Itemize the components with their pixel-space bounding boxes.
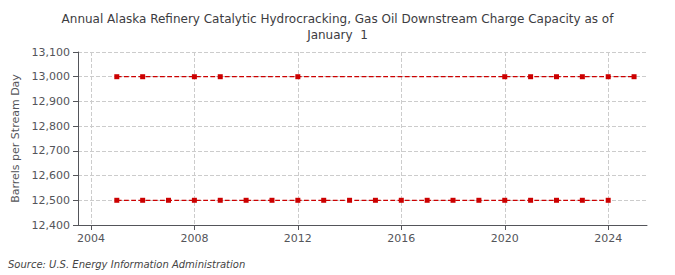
svg-text:12,400: 12,400 bbox=[32, 219, 71, 232]
svg-text:13,100: 13,100 bbox=[32, 46, 71, 59]
svg-text:Annual Alaska Refinery Catalyt: Annual Alaska Refinery Catalytic Hydrocr… bbox=[62, 12, 615, 26]
svg-text:January 1: January 1 bbox=[306, 28, 368, 42]
svg-text:Source: U.S. Energy Informatio: Source: U.S. Energy Information Administ… bbox=[8, 259, 245, 270]
svg-text:Barrels per Stream Day: Barrels per Stream Day bbox=[9, 74, 22, 203]
svg-text:12,500: 12,500 bbox=[32, 194, 71, 207]
svg-text:2012: 2012 bbox=[284, 232, 312, 245]
svg-text:12,700: 12,700 bbox=[32, 144, 71, 157]
svg-text:2016: 2016 bbox=[387, 232, 415, 245]
svg-text:13,000: 13,000 bbox=[32, 70, 71, 83]
svg-text:12,900: 12,900 bbox=[32, 95, 71, 108]
svg-text:2024: 2024 bbox=[594, 232, 622, 245]
svg-text:2008: 2008 bbox=[180, 232, 208, 245]
svg-text:12,600: 12,600 bbox=[32, 169, 71, 182]
svg-text:2004: 2004 bbox=[77, 232, 105, 245]
svg-text:2020: 2020 bbox=[491, 232, 519, 245]
svg-text:12,800: 12,800 bbox=[32, 120, 71, 133]
